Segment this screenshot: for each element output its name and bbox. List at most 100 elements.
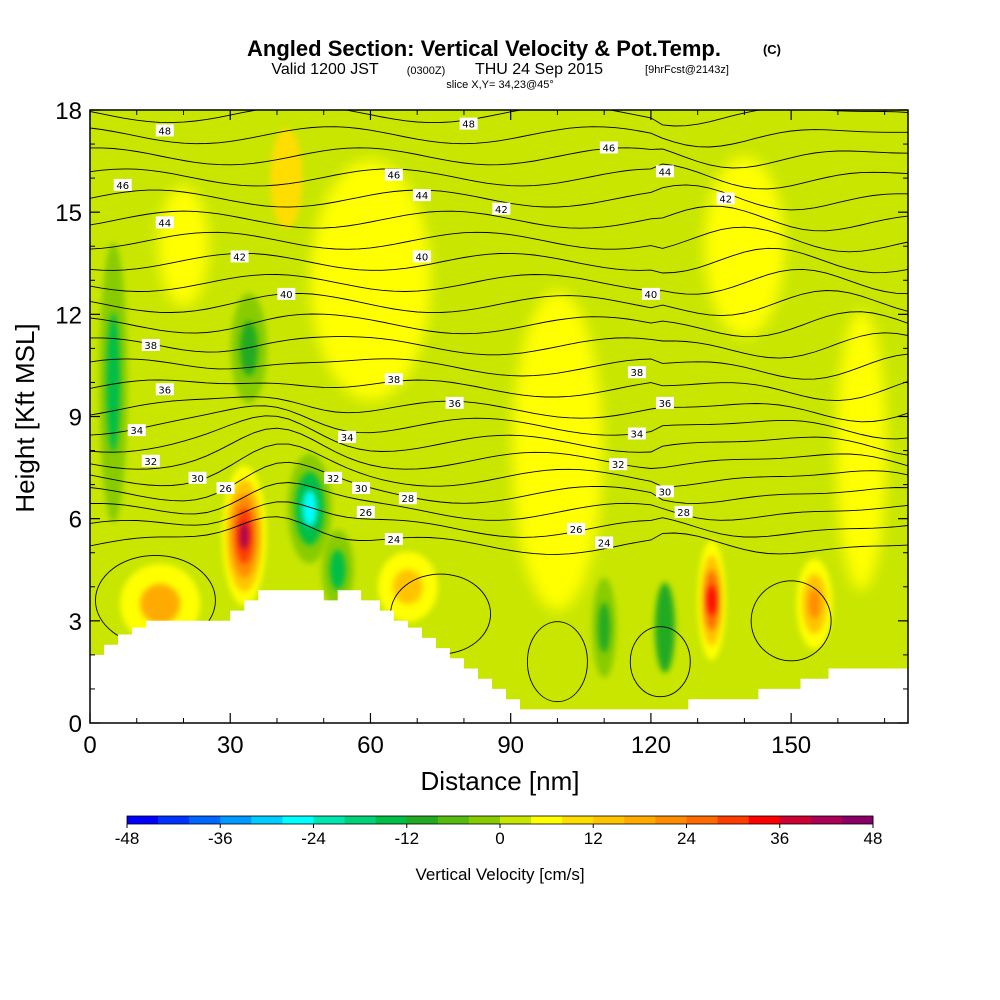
velocity-blob (239, 521, 249, 550)
velocity-blob (270, 128, 303, 229)
y-tick-label: 18 (55, 98, 82, 125)
theta-contour (90, 353, 908, 380)
theta-contour-closed (629, 626, 691, 698)
contour-label-bg (113, 178, 132, 191)
contour-label-bg (384, 533, 403, 546)
contour-label: 38 (141, 338, 160, 352)
contour-label: 28 (398, 492, 417, 505)
contour-label-bg (492, 202, 511, 215)
contour-label: 30 (188, 471, 207, 485)
contour-label-text: 30 (659, 487, 672, 498)
colorbar-tick-label: 48 (864, 829, 883, 848)
contour-label: 36 (655, 396, 674, 410)
contour-label-bg (324, 471, 343, 484)
colorbar-tick-label: 0 (495, 829, 504, 848)
y-tick-label: 0 (69, 711, 82, 738)
contour-label-bg (627, 366, 646, 379)
colorbar-swatch (841, 816, 874, 824)
contour-label-text: 42 (495, 205, 508, 216)
chart-title-unit: (C) (763, 42, 781, 57)
terrain-mask (90, 590, 908, 723)
x-tick-label: 0 (83, 732, 96, 759)
contour-label: 28 (674, 505, 693, 519)
theta-contour (90, 516, 908, 555)
colorbar-tick-label: -36 (208, 829, 233, 848)
contour-label: 26 (567, 522, 586, 536)
contour-label-text: 38 (144, 341, 157, 352)
y-tick-label: 12 (55, 302, 82, 329)
x-tick-label: 60 (357, 732, 384, 759)
theta-contour (90, 163, 908, 190)
colorbar-swatch (189, 816, 221, 824)
theta-contour-labels: 48 48 46 46 46 44 44 44 42 42 42 40 40 40 38 38 38 36 36 36… (113, 117, 735, 550)
contour-label: 30 (655, 485, 674, 498)
x-tick-label: 150 (771, 732, 811, 759)
contour-label: 44 (155, 216, 174, 229)
contour-label-bg (595, 536, 614, 549)
velocity-blob (598, 602, 611, 653)
contour-label: 42 (230, 250, 249, 263)
colorbar-swatch (251, 816, 283, 824)
theta-contour (90, 268, 908, 295)
contour-label-bg (356, 505, 375, 518)
contour-label-text: 34 (130, 426, 143, 437)
theta-contour (90, 482, 908, 521)
contour-label-text: 40 (280, 290, 293, 301)
theta-contour-closed (750, 580, 832, 662)
contour-label: 46 (113, 178, 132, 192)
contour-label: 32 (609, 458, 628, 471)
contour-label: 32 (324, 471, 343, 485)
contour-label-bg (384, 373, 403, 386)
velocity-blob (106, 312, 121, 453)
contour-label: 40 (641, 287, 660, 301)
contour-label-text: 30 (355, 484, 368, 495)
theta-contour (90, 379, 908, 402)
contour-label-bg (567, 522, 586, 535)
contour-label: 42 (716, 192, 735, 206)
colorbar-swatch (655, 816, 687, 824)
contour-label: 26 (216, 482, 235, 495)
colorbar-swatch (717, 816, 750, 824)
colorbar-swatch (127, 816, 159, 824)
colorbar-swatch (375, 816, 408, 824)
contour-label-bg (627, 427, 646, 440)
theta-contour (90, 332, 908, 359)
contour-label: 40 (412, 250, 431, 263)
contour-label-text: 38 (387, 375, 400, 386)
contour-label-bg (599, 141, 618, 154)
subtitle-z: (0300Z) (407, 65, 446, 77)
colorbar-tick-label: -12 (394, 829, 419, 848)
contour-label-bg (352, 482, 371, 495)
contour-label-text: 32 (144, 457, 157, 468)
contour-label-text: 26 (359, 508, 372, 519)
contour-label: 32 (141, 454, 160, 468)
contour-label: 36 (445, 396, 464, 410)
y-tick-label: 3 (69, 609, 82, 636)
x-axis-label: Distance [nm] (421, 766, 580, 796)
contour-label: 24 (595, 536, 614, 550)
theta-contour (90, 205, 908, 232)
contour-label-bg (188, 471, 207, 484)
contour-label-bg (155, 216, 174, 229)
theta-contour (90, 184, 908, 211)
contour-label-text: 34 (631, 430, 644, 441)
colorbar-tick-label: 36 (770, 829, 789, 848)
contour-label: 48 (155, 124, 174, 137)
contour-label-text: 24 (387, 535, 400, 546)
colorbar-swatch (593, 816, 625, 824)
x-axis: 0 30 60 90 120 150 (83, 110, 886, 759)
colorbar-swatch (406, 816, 439, 824)
contour-label: 34 (127, 424, 146, 437)
contour-label-text: 40 (645, 290, 658, 301)
theta-contour (90, 427, 908, 470)
contour-label: 38 (627, 366, 646, 379)
contour-label-bg (412, 250, 431, 263)
contour-label-text: 24 (598, 539, 611, 550)
contour-label-bg (141, 454, 160, 467)
contour-label-text: 36 (659, 399, 672, 410)
colorbar: -48 -36 -24 -12 0 12 24 36 48 (115, 815, 883, 848)
contour-label-text: 32 (327, 474, 340, 485)
velocity-blob (392, 569, 423, 605)
colorbar-swatch (313, 816, 346, 824)
contour-label: 34 (627, 427, 646, 441)
